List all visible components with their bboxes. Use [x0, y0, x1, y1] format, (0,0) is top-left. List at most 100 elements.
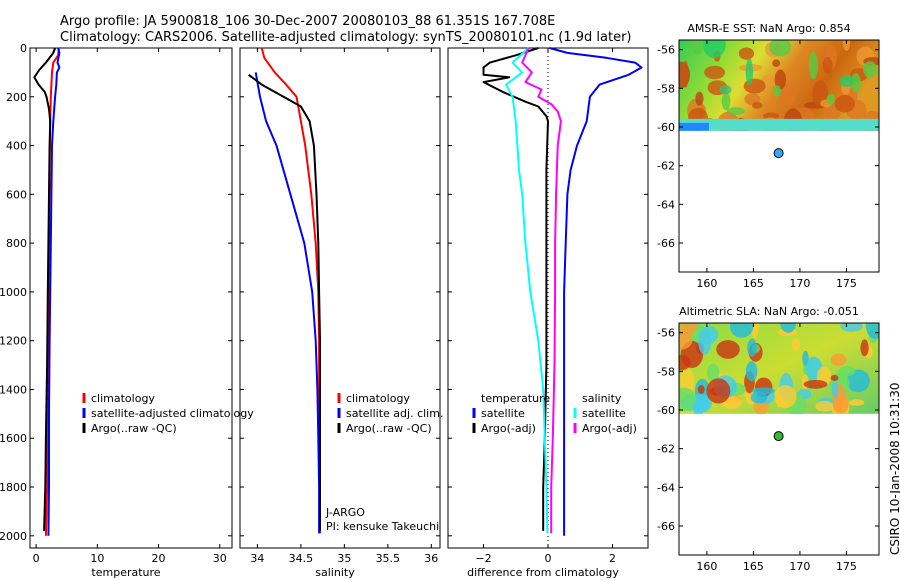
difference-legend-temp-label: Argo(-adj)	[481, 422, 536, 435]
sst_map-field-blob	[826, 93, 836, 105]
temperature-xtick-label: 10	[90, 552, 104, 565]
sla_map-field-blob	[697, 385, 705, 395]
sla_map-field-blob	[848, 399, 865, 406]
temperature-xtick-label: 20	[152, 552, 166, 565]
salinity-legend-label: climatology	[346, 392, 410, 405]
sst_map-ytick-label: -58	[657, 82, 675, 95]
sst_map-field-blob	[726, 107, 745, 115]
sst_map-xtick-label: 160	[696, 277, 717, 290]
sst_map-title: AMSR-E SST: NaN Argo: 0.854	[687, 22, 850, 35]
depth-tick-label: 600	[6, 188, 27, 201]
temperature-axes-frame	[29, 47, 233, 549]
sst_map-field-blob	[863, 61, 877, 78]
depth-tick-label: 200	[6, 91, 27, 104]
salinity-xlabel: salinity	[315, 566, 355, 579]
salinity-xtick-label: 34.5	[289, 552, 314, 565]
sst_map-field-blob	[721, 91, 731, 111]
sla_map-field-blob	[803, 379, 828, 389]
sla_map-argo-marker	[773, 431, 784, 442]
salinity-xtick-label: 35.5	[376, 552, 401, 565]
difference-series-line	[549, 47, 643, 536]
sla_map-field-blob	[865, 323, 879, 339]
sst_map-field-blob	[719, 85, 732, 95]
sla_map-field-blob	[830, 374, 839, 382]
sst_map-field-blob	[681, 60, 689, 88]
sst_map-axes-frame	[678, 39, 880, 273]
sst_map-field-blob	[761, 74, 778, 87]
salinity-series-line	[254, 72, 321, 534]
depth-tick-label: 1400	[0, 383, 27, 396]
sla_map-field-blob	[815, 400, 834, 412]
difference-legend-title: salinity	[582, 392, 622, 405]
sla_map-field-blob	[745, 361, 758, 382]
depth-tick-label: 1000	[0, 286, 27, 299]
sst_map-field	[679, 40, 879, 131]
sst_map-ytick-label: -66	[657, 237, 675, 250]
sla_map-field-blob	[706, 363, 720, 383]
figure-subtitle: Climatology: CARS2006. Satellite-adjuste…	[60, 30, 632, 45]
depth-tick-label: 0	[20, 42, 27, 55]
sst_map-field-blob	[834, 94, 856, 113]
temperature-legend-label: Argo(..raw -QC)	[91, 422, 177, 435]
sst_map-field-blob	[822, 56, 833, 74]
sst_map-ytick-label: -60	[657, 121, 675, 134]
sla_map-field-blob	[716, 340, 740, 359]
salinity-axes-frame	[239, 47, 441, 549]
sst_map-field-blob	[738, 47, 755, 60]
sst_map-field-blob	[695, 91, 704, 106]
difference-xlabel: difference from climatology	[467, 566, 619, 579]
sst_map-field-band	[679, 122, 709, 131]
sla_map-field-blob	[780, 323, 797, 333]
sst_map-argo-marker	[773, 148, 784, 159]
sla_map-xtick-label: 170	[789, 560, 810, 573]
sla_map-field-blob	[830, 353, 847, 366]
sst_map-field-blob	[702, 40, 726, 59]
sla_map-field-blob	[747, 338, 757, 357]
sla_map-ytick-label: -58	[657, 365, 675, 378]
sla_map-ytick-label: -56	[657, 327, 675, 340]
temperature-xtick-label: 0	[33, 552, 40, 565]
sst_map-field-blob	[774, 69, 787, 90]
salinity-xtick-label: 34	[250, 552, 264, 565]
sla_map-field-blob	[774, 385, 797, 409]
sla_map-field-blob	[860, 339, 869, 357]
sst_map-ytick-label: -64	[657, 198, 675, 211]
sla_map-xtick-label: 175	[836, 560, 857, 573]
sla_map-ytick-label: -62	[657, 443, 675, 456]
sla_map-field-blob	[750, 391, 768, 404]
difference-series-line	[505, 47, 549, 534]
sla_map-field-blob	[831, 380, 839, 399]
temperature-legend-label: climatology	[91, 392, 155, 405]
sst_map-field-blob	[751, 102, 763, 109]
sst_map-xtick-label: 170	[789, 277, 810, 290]
temperature-series-line	[33, 47, 57, 531]
sst_map-ytick-label: -56	[657, 44, 675, 57]
sla_map-field-blob	[706, 378, 731, 404]
difference-xtick-label: −2	[475, 552, 491, 565]
depth-tick-label: 2000	[0, 530, 27, 543]
sla_map-field-blob	[792, 337, 800, 351]
sla_map-field-blob	[679, 354, 691, 371]
difference-series-line	[482, 47, 549, 531]
difference-xtick-label: 2	[609, 552, 616, 565]
sla_map-field-blob	[679, 330, 693, 350]
temperature-xlabel: temperature	[91, 566, 160, 579]
salinity-series-line	[248, 74, 321, 531]
sst_map-field-blob	[772, 59, 781, 67]
depth-tick-label: 1200	[0, 335, 27, 348]
sst_map-field-blob	[690, 40, 704, 55]
sla_map-field	[679, 323, 879, 414]
temperature-xtick-label: 30	[213, 552, 227, 565]
sst_map-field-blob	[745, 58, 754, 85]
temperature-legend-label: satellite-adjusted climatology	[91, 407, 254, 420]
sst_map-ytick-label: -62	[657, 160, 675, 173]
pi-annotation: PI: kensuke Takeuchi	[326, 520, 439, 533]
sst_map-field-blob	[704, 65, 726, 80]
sst_map-xtick-label: 175	[836, 277, 857, 290]
sla_map-ytick-label: -66	[657, 520, 675, 533]
sla_map-xtick-label: 160	[696, 560, 717, 573]
sla_map-ytick-label: -64	[657, 481, 675, 494]
difference-legend-title: temperature	[481, 392, 550, 405]
salinity-xtick-label: 35	[337, 552, 351, 565]
